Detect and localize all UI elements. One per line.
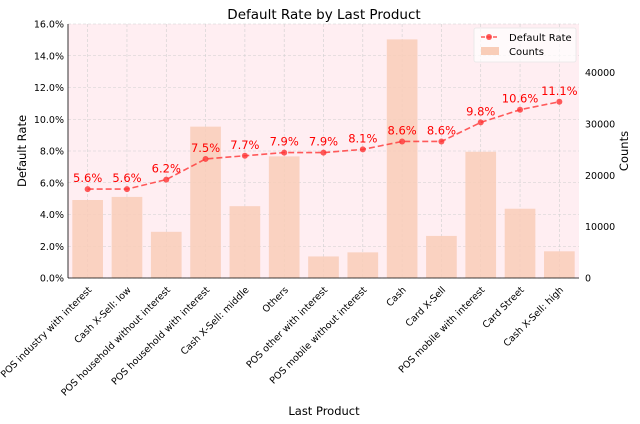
default-rate-line-group — [84, 98, 563, 193]
default-rate-point — [359, 146, 366, 153]
y-left-tick-label: 2.0% — [40, 242, 64, 253]
data-label: 8.6% — [388, 123, 417, 137]
bar-counts — [150, 231, 182, 278]
y-left-tick-label: 12.0% — [34, 83, 64, 94]
data-label: 10.6% — [502, 92, 539, 106]
bar-counts — [544, 251, 575, 278]
default-rate-point — [281, 149, 288, 156]
default-rate-point — [399, 138, 406, 145]
default-rate-point — [477, 119, 484, 126]
data-label: 7.9% — [309, 135, 338, 149]
default-rate-point — [556, 98, 563, 105]
x-tick-label: POS other with interest — [244, 285, 330, 371]
bars-group — [72, 39, 575, 279]
x-axis-label: Last Product — [288, 404, 360, 418]
bar-counts — [190, 126, 221, 279]
default-rate-point — [84, 186, 91, 193]
y-right-tick-label: 0 — [585, 274, 591, 285]
y-axis-right-label: Counts — [617, 131, 631, 171]
y-right-tick-label: 30000 — [585, 120, 615, 131]
data-label: 5.6% — [112, 171, 141, 185]
legend-label-default-rate: Default Rate — [509, 33, 572, 44]
y-right-tick-labels: 0 10000 20000 30000 40000 — [585, 68, 615, 284]
bar-counts — [268, 156, 300, 278]
bar-counts — [308, 256, 339, 278]
legend-box — [473, 27, 577, 63]
default-rate-point — [202, 155, 209, 162]
data-label: 11.1% — [541, 84, 578, 98]
y-left-tick-label: 8.0% — [40, 147, 64, 158]
y-left-tick-label: 10.0% — [34, 115, 64, 126]
default-rate-point — [320, 149, 327, 156]
y-right-tick-label: 10000 — [585, 222, 615, 233]
y-left-tick-labels: 0.0% 2.0% 4.0% 6.0% 8.0% 10.0% 12.0% 14.0% 16.0% — [34, 20, 64, 285]
data-label: 5.6% — [73, 171, 102, 185]
default-rate-point — [123, 186, 130, 193]
data-label: 6.2% — [152, 162, 181, 176]
bar-counts — [111, 196, 143, 278]
data-label: 7.5% — [191, 141, 220, 155]
y-left-tick-label: 4.0% — [40, 210, 64, 221]
y-left-tick-label: 16.0% — [34, 20, 64, 31]
bar-counts — [72, 200, 103, 278]
x-tick-label: Cash X-Sell: middle — [179, 285, 252, 358]
default-rate-point — [517, 106, 524, 113]
chart-title: Default Rate by Last Product — [227, 7, 420, 23]
bar-counts — [347, 252, 379, 278]
data-labels-group: 5.6% 5.6% 6.2% 7.5% 7.7% 7.9% 7.9% 8.1% 8.6% 8.6%… — [73, 84, 578, 185]
data-label: 8.6% — [427, 123, 456, 137]
data-label: 7.9% — [270, 135, 299, 149]
axes-group — [67, 24, 579, 279]
y-right-tick-label: 20000 — [585, 171, 615, 182]
legend-line-marker — [486, 34, 492, 40]
y-axis-left-label: Default Rate — [15, 115, 29, 187]
x-tick-label: Others — [260, 285, 290, 315]
y-right-tick-label: 40000 — [585, 68, 615, 79]
bar-counts — [386, 39, 418, 279]
bar-counts — [465, 151, 497, 278]
bar-counts — [229, 206, 261, 278]
default-rate-point — [438, 138, 445, 145]
legend-label-counts: Counts — [509, 47, 544, 58]
bar-counts — [426, 235, 457, 278]
data-label: 7.7% — [230, 138, 259, 152]
data-label: 8.1% — [348, 131, 377, 145]
legend-bar-swatch — [481, 47, 499, 55]
y-left-tick-label: 6.0% — [40, 178, 64, 189]
bar-counts — [504, 208, 536, 278]
data-label: 9.8% — [466, 104, 495, 118]
x-tick-label: Cash — [384, 285, 408, 309]
y-left-tick-label: 14.0% — [34, 51, 64, 62]
default-rate-point — [163, 176, 170, 183]
y-left-tick-label: 0.0% — [40, 274, 64, 285]
default-rate-point — [241, 152, 248, 159]
legend: Default Rate Counts — [473, 27, 577, 63]
